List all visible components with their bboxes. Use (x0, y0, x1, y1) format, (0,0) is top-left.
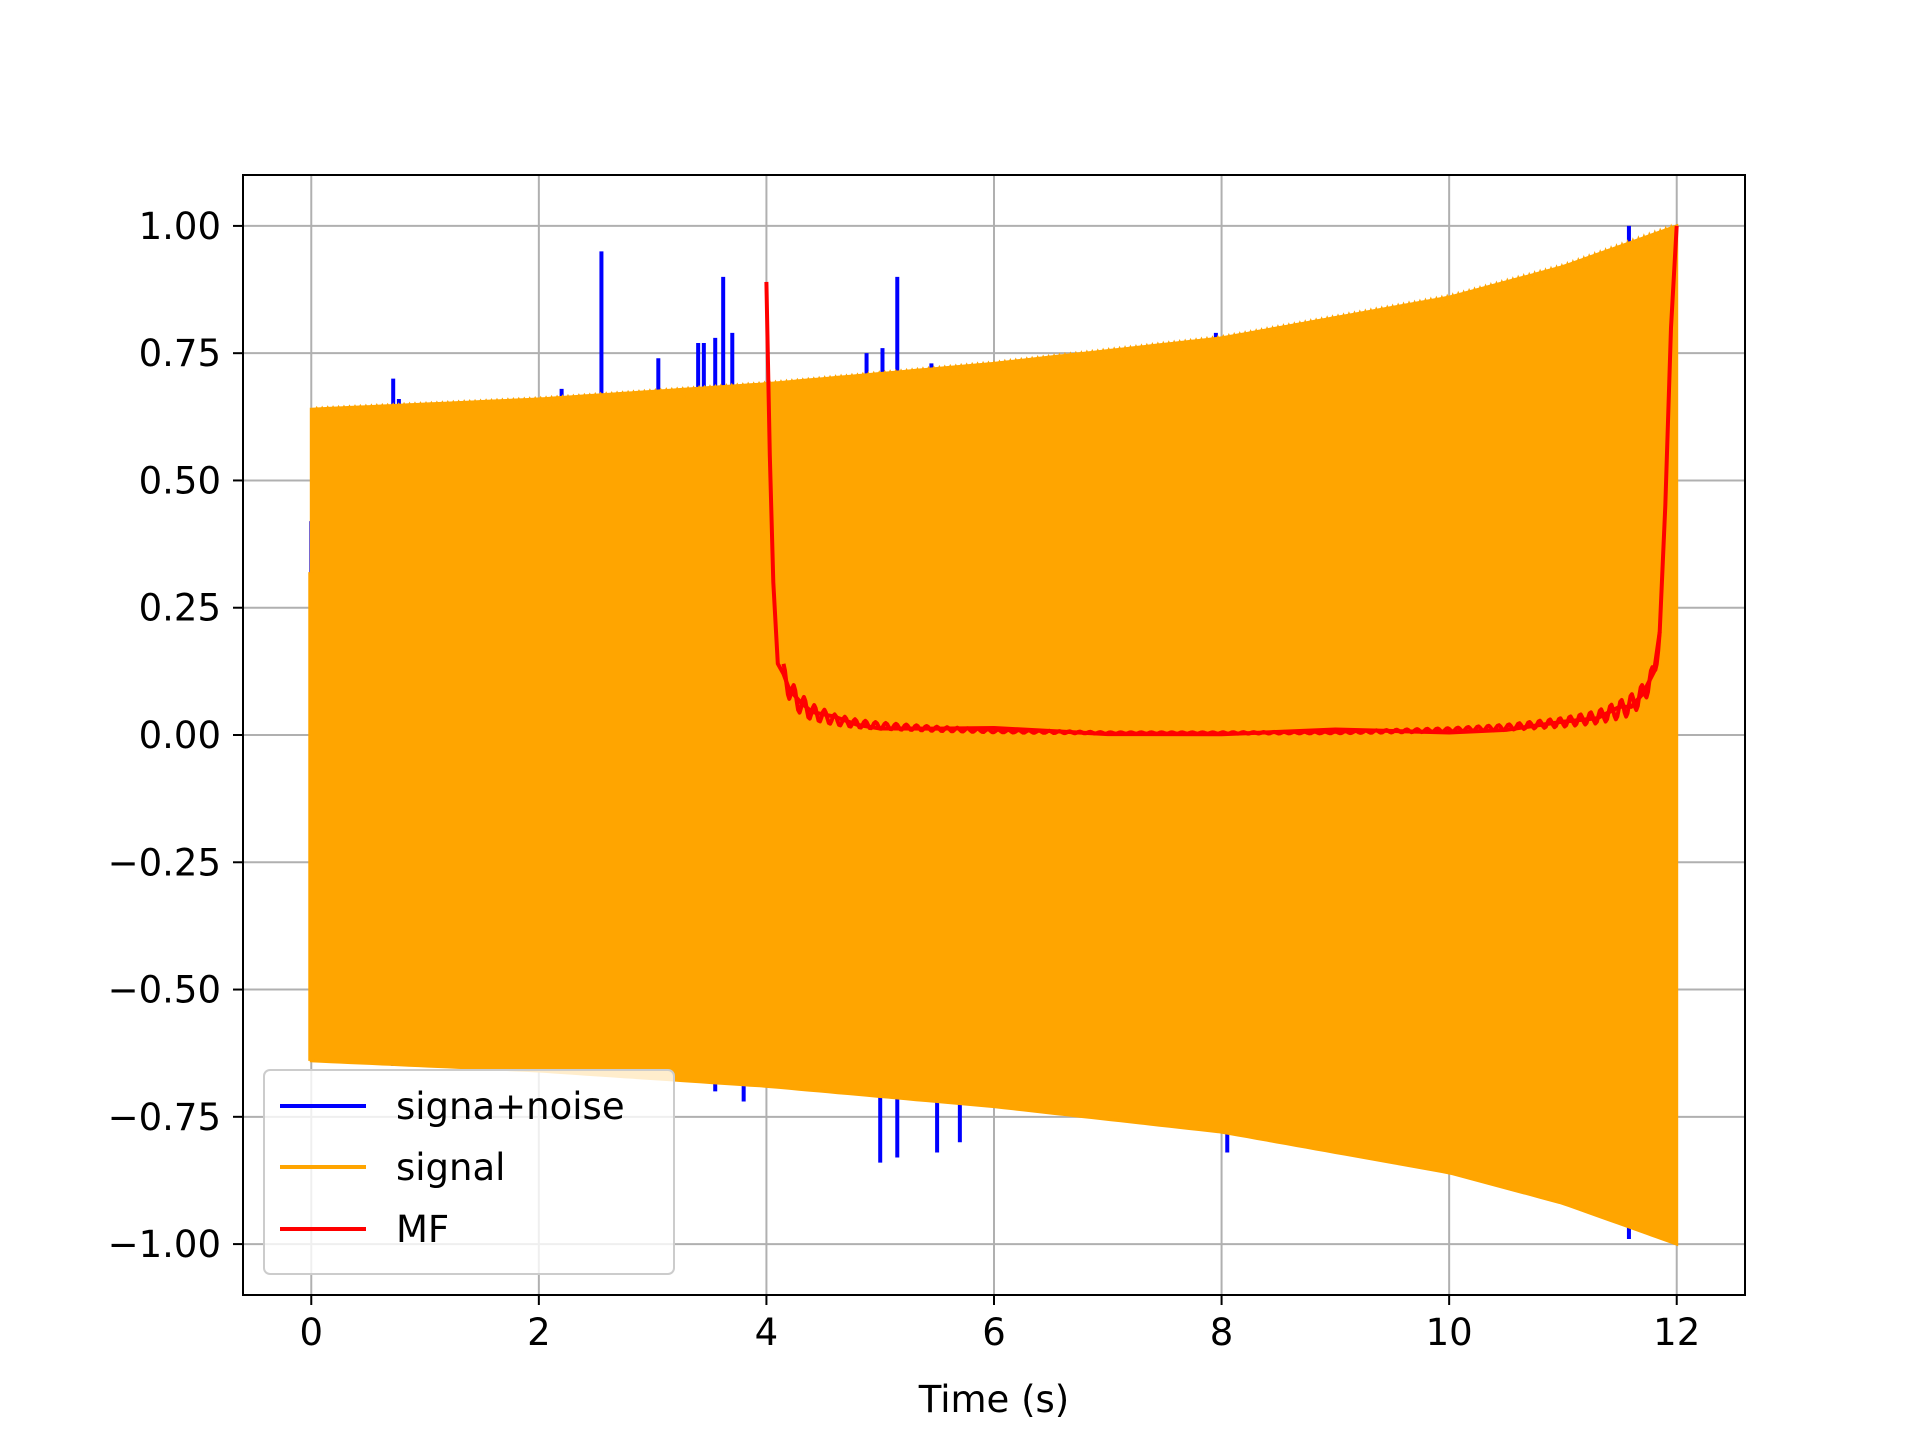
legend-box (263, 1069, 675, 1275)
y-tick-label: 1.00 (139, 205, 221, 248)
x-tick-label: 4 (755, 1311, 779, 1354)
y-tick-label: −0.50 (108, 969, 221, 1012)
series-signal (308, 223, 1679, 1247)
legend-label-signa-noise: signa+noise (396, 1085, 625, 1128)
series-mf (764, 225, 1679, 737)
x-tick-label: 8 (1210, 1311, 1234, 1354)
y-tick-label: 0.75 (139, 332, 221, 375)
x-axis-label: Time (s) (918, 1378, 1069, 1421)
x-tick-label: 10 (1426, 1311, 1473, 1354)
signal-oscillation (309, 223, 1679, 417)
y-tick-label: 0.00 (139, 714, 221, 757)
mf-ripple (781, 631, 1662, 736)
legend-label-mf: MF (396, 1208, 449, 1251)
y-tick-label: −0.75 (108, 1096, 221, 1139)
legend-label-signal: signal (396, 1146, 505, 1189)
legend: signa+noise signal MF (263, 1069, 675, 1275)
y-tick-label: 0.25 (139, 587, 221, 630)
x-axis: 0 2 4 6 8 10 12 (299, 1295, 1700, 1354)
y-tick-label: 0.50 (139, 459, 221, 502)
x-tick-label: 12 (1653, 1311, 1700, 1354)
y-tick-label: −1.00 (108, 1223, 221, 1266)
x-tick-label: 0 (299, 1311, 323, 1354)
x-tick-label: 2 (527, 1311, 551, 1354)
x-tick-label: 6 (982, 1311, 1006, 1354)
y-tick-label: −0.25 (108, 841, 221, 884)
y-axis: 1.00 0.75 0.50 0.25 0.00 −0.25 −0.50 −0.75 −1.00 (108, 205, 243, 1266)
